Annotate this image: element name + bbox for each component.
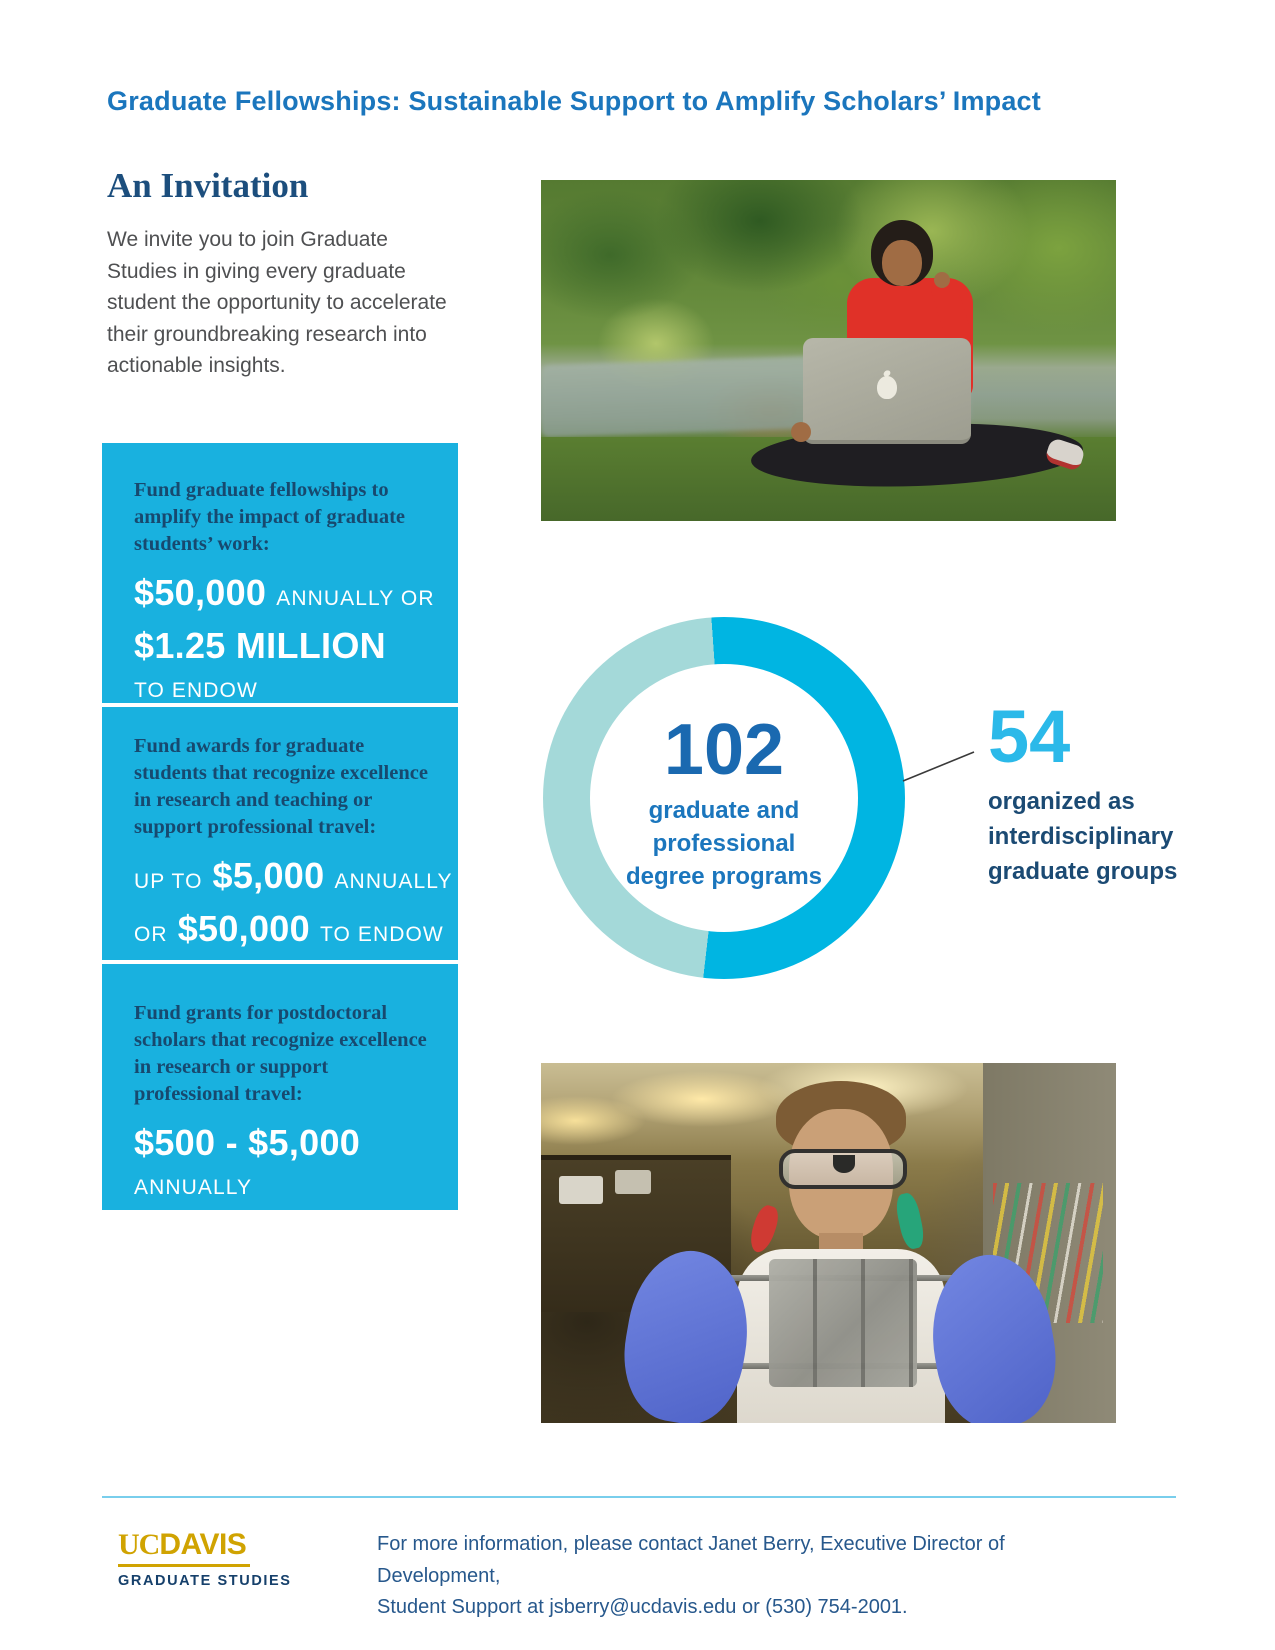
student-legs [750, 418, 1084, 492]
green-clip [893, 1191, 927, 1251]
logo-davis-text: DAVIS [159, 1528, 247, 1561]
blue-glove-left [612, 1241, 762, 1423]
fund-box-amounts: $50,000 ANNUALLY OR $1.25 MILLION TO ENDO… [134, 570, 436, 708]
lab-device [769, 1259, 917, 1387]
contact-line-1: For more information, please contact Jan… [377, 1533, 1005, 1587]
amount-value: $5,000 [212, 855, 325, 896]
amount-qualifier: UP TO [134, 870, 203, 893]
student-hand [934, 272, 950, 288]
amount-line: ANNUALLY [134, 1173, 436, 1205]
fund-box-amounts: $500 - $5,000 ANNUALLY [134, 1120, 436, 1205]
colored-wires [993, 1183, 1103, 1323]
amount-value: $500 - $5,000 [134, 1122, 361, 1163]
logo-underline [118, 1564, 250, 1567]
researcher-neck [819, 1233, 863, 1255]
instrument-rack [983, 1063, 1116, 1423]
donut-ring [543, 617, 905, 979]
safety-goggles [779, 1149, 907, 1189]
student-hand-holding-laptop [791, 422, 811, 442]
amount-qualifier: TO ENDOW [319, 923, 444, 946]
red-clip [746, 1202, 782, 1256]
callout-connector-line [902, 751, 975, 782]
amount-line: OR $50,000 TO ENDOW [134, 906, 443, 959]
fund-box-awards: Fund awards for graduate students that r… [102, 707, 458, 960]
fund-box-amounts: UP TO $5,000 ANNUALLY OR $50,000 TO ENDOW [134, 853, 451, 959]
invitation-heading: An Invitation [107, 166, 309, 205]
amount-qualifier: ANNUALLY [334, 870, 453, 893]
amount-value: $50,000 [177, 908, 310, 949]
fund-box-description: Fund grants for postdoctoral scholars th… [134, 1002, 427, 1105]
callout-value: 54 [988, 695, 1071, 778]
device-rod [669, 1275, 1003, 1281]
blue-glove-right [918, 1245, 1068, 1423]
amount-line: $500 - $5,000 [134, 1120, 436, 1173]
pond-shape [541, 350, 971, 438]
donut-center-value: 102 [663, 709, 785, 790]
amount-value: $1.25 MILLION [134, 625, 386, 666]
donut-center: 102 graduate and professional degree pro… [543, 617, 905, 979]
amount-qualifier: TO ENDOW [134, 679, 258, 702]
logo-subtitle: GRADUATE STUDIES [118, 1573, 292, 1589]
fund-box-postdoc-grants: Fund grants for postdoctoral scholars th… [102, 964, 458, 1210]
amount-qualifier: ANNUALLY [134, 1176, 253, 1199]
amount-line: $1.25 MILLION [134, 623, 436, 676]
fund-panel: Fund graduate fellowships to amplify the… [102, 443, 458, 1210]
degree-programs-donut-chart: 102 graduate and professional degree pro… [543, 617, 905, 979]
amount-qualifier: ANNUALLY OR [276, 587, 435, 610]
lab-photo [541, 1063, 1116, 1423]
fund-box-fellowships: Fund graduate fellowships to amplify the… [102, 443, 458, 703]
apple-logo-icon [877, 376, 897, 399]
fund-box-description: Fund graduate fellowships to amplify the… [134, 479, 406, 555]
amount-line: TO ENDOW [134, 676, 436, 708]
researcher-hair [776, 1081, 906, 1153]
contact-line-2: Student Support at jsberry@ucdavis.edu o… [377, 1596, 908, 1618]
page-title: Graduate Fellowships: Sustainable Suppor… [107, 86, 1041, 116]
student-red-shirt [847, 278, 973, 400]
amount-qualifier: OR [134, 923, 168, 946]
lab-coat [737, 1249, 945, 1423]
amount-line: $50,000 ANNUALLY OR [134, 570, 436, 623]
fund-box-description: Fund awards for graduate students that r… [134, 735, 428, 838]
student-arm [928, 275, 976, 353]
ucdavis-graduate-studies-logo: UCDAVIS GRADUATE STUDIES [118, 1530, 292, 1589]
device-rod [669, 1363, 1003, 1369]
laptop [803, 338, 971, 444]
lab-shelf [541, 1155, 731, 1312]
invitation-body: We invite you to join Graduate Studies i… [107, 228, 447, 377]
callout-label: organized as interdisciplinary graduate … [988, 788, 1178, 885]
lawn-shape [541, 437, 1116, 521]
student-shoe [1044, 437, 1086, 472]
student-hair [871, 220, 933, 286]
student-face [882, 240, 922, 286]
contact-info: For more information, please contact Jan… [377, 1529, 1117, 1624]
researcher-face [789, 1109, 893, 1239]
interdisciplinary-groups-callout: 54 organized as interdisciplinary gradua… [988, 698, 1228, 889]
amount-line: UP TO $5,000 ANNUALLY [134, 853, 451, 906]
footer-divider [102, 1496, 1176, 1498]
campus-photo [541, 180, 1116, 521]
donut-center-label: graduate and professional degree program… [625, 796, 823, 890]
amount-value: $50,000 [134, 572, 267, 613]
ucdavis-wordmark: UCDAVIS [118, 1530, 292, 1560]
logo-uc-text: UC [118, 1528, 160, 1561]
